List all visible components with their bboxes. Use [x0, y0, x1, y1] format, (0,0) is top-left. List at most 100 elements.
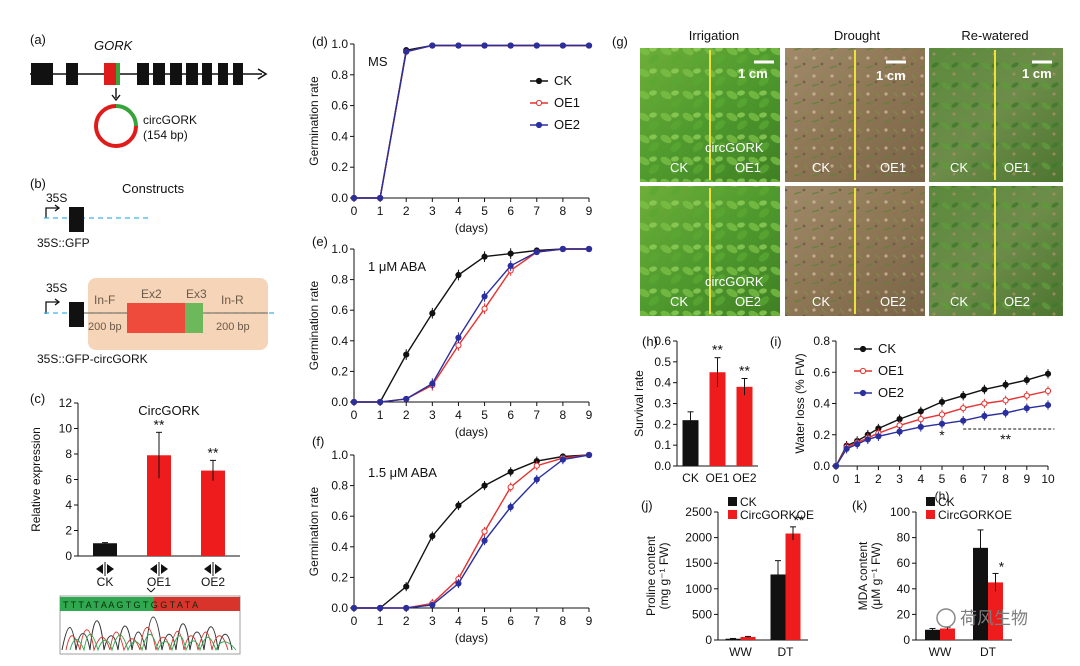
x-tick-label: 3 — [429, 408, 436, 422]
y-tick-label: 0.8 — [813, 334, 830, 348]
series-line-oe2 — [354, 44, 589, 199]
y-tick-label: 2 — [65, 524, 72, 538]
x-tick-label: WW — [729, 645, 752, 659]
panel-letter: (k) — [852, 498, 867, 513]
gfp-box — [69, 207, 84, 232]
data-point — [481, 482, 488, 489]
exon-box — [153, 63, 165, 85]
promoter-arrow-icon — [45, 207, 58, 218]
y-tick-label: 0.2 — [813, 428, 830, 442]
photo-label-ck: CK — [812, 294, 830, 309]
data-point — [864, 436, 871, 443]
x-tick-label: 6 — [507, 408, 514, 422]
exon-box — [66, 63, 78, 85]
y-tick-label: 0.2 — [654, 417, 671, 431]
y-tick-label: 12 — [59, 396, 73, 410]
y-tick-label: 2000 — [685, 531, 712, 545]
data-point — [1044, 401, 1052, 409]
legend-label: CK — [878, 341, 896, 356]
data-point — [350, 398, 358, 406]
column-drought: Drought — [834, 28, 881, 43]
significance-label: ** — [154, 416, 165, 432]
x-tick-label: OE1 — [147, 575, 171, 589]
legend-marker — [859, 367, 867, 375]
data-point — [403, 604, 410, 612]
watermark: 荷风生物 — [936, 608, 1028, 628]
y-axis-label: Germination rate — [307, 486, 321, 576]
x-tick-label: 0 — [351, 408, 358, 422]
trace-black — [61, 616, 233, 651]
exon-box-circ — [104, 63, 116, 85]
data-point — [960, 417, 967, 424]
y-tick-label: 0.3 — [654, 397, 671, 411]
construct1-label: 35S::GFP — [37, 236, 90, 250]
data-point — [917, 416, 924, 423]
exon-box — [233, 63, 243, 85]
y-tick-label: 1500 — [685, 556, 712, 570]
y-tick-label: 10 — [59, 422, 73, 436]
chart-f: 0.0 0.2 0.4 0.6 0.8 1.0 0 1 2 3 4 5 6 7 8 9 1.5 μM ABA (d… — [307, 434, 593, 645]
y-tick-label: 60 — [897, 556, 911, 570]
x-tick-label: 9 — [586, 204, 593, 218]
bp-left: 200 bp — [88, 321, 122, 333]
data-point — [429, 532, 436, 540]
data-point — [938, 411, 946, 418]
bar — [725, 638, 741, 640]
legend-label: CK — [938, 495, 955, 509]
data-point — [1023, 392, 1030, 399]
exon-box — [137, 63, 149, 85]
significance-label: ** — [794, 512, 805, 528]
x-tick-label: 5 — [481, 614, 488, 628]
data-point — [1044, 387, 1052, 395]
chart-h: 0.0 0.1 0.2 0.3 0.4 0.5 0.6 CK ** OE1 ** OE2 Surviva… — [632, 334, 758, 485]
x-axis-label: (days) — [455, 631, 488, 645]
x-tick-label: OE1 — [705, 471, 729, 485]
arrow-head-icon — [54, 298, 61, 306]
panel-letter: (h) — [642, 334, 658, 349]
legend-label: CircGORKOE — [740, 508, 814, 522]
y-axis-label: Water loss (% FW) — [793, 353, 807, 453]
legend-marker — [535, 99, 543, 107]
data-point — [350, 604, 358, 612]
x-tick-label: 1 — [377, 614, 384, 628]
x-tick-label: 0 — [351, 204, 358, 218]
data-point — [938, 398, 946, 406]
data-point — [429, 42, 436, 49]
data-point — [533, 462, 540, 469]
y-tick-label: 100 — [890, 505, 910, 519]
y-tick-label: 0.0 — [331, 191, 348, 205]
chart-e: 0.0 0.2 0.4 0.6 0.8 1.0 0 1 2 3 4 5 6 7 8 9 1 μM ABA (day… — [307, 234, 593, 439]
x-tick-label: 8 — [560, 204, 567, 218]
promoter-label-2: 35S — [46, 281, 67, 295]
data-point — [481, 528, 488, 535]
data-point — [455, 42, 462, 49]
photo-label-ck: CK — [670, 160, 688, 175]
data-point — [429, 380, 436, 387]
y-tick-label: 0.8 — [331, 479, 348, 493]
legend-label: CK — [740, 495, 757, 509]
bar — [93, 543, 117, 556]
y-tick-label: 500 — [692, 607, 712, 621]
y-tick-label: 0.0 — [331, 601, 348, 615]
y-tick-label: 2500 — [685, 505, 712, 519]
legend-label: OE1 — [554, 95, 580, 110]
data-point — [403, 351, 410, 358]
panel-letter: (d) — [312, 34, 328, 49]
significance-label: ** — [1000, 431, 1011, 447]
column-irrigation: Irrigation — [689, 28, 740, 43]
data-point — [507, 262, 514, 269]
series-line-ck — [354, 454, 590, 609]
x-tick-label: 9 — [586, 614, 593, 628]
panel-letter: (i) — [770, 334, 782, 349]
scale-label: 1 cm — [738, 66, 768, 81]
x-tick-label: 7 — [981, 472, 988, 486]
data-point — [585, 451, 593, 459]
data-point — [455, 502, 462, 509]
data-point — [981, 412, 988, 420]
arrow-left-icon — [150, 564, 157, 574]
legend-marker — [859, 389, 867, 397]
bar — [736, 386, 753, 466]
